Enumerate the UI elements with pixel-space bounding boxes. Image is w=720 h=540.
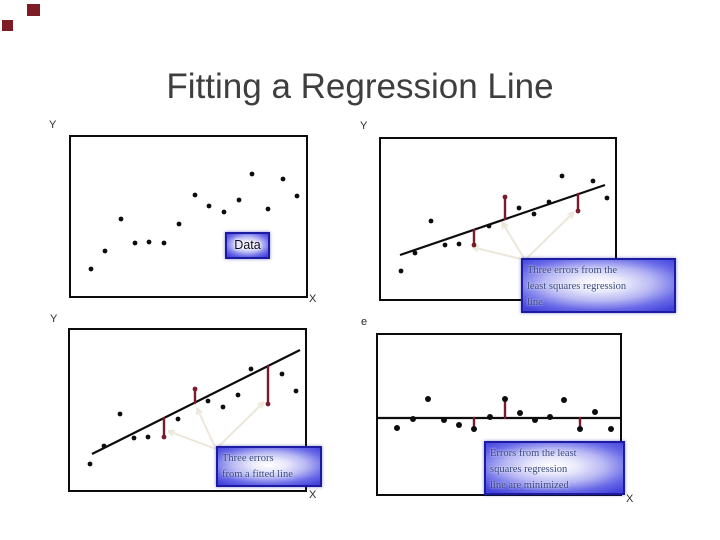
data-scatter-canvas bbox=[88, 171, 300, 272]
decor-square-left bbox=[2, 20, 13, 31]
page-title: Fitting a Regression Line bbox=[166, 67, 554, 107]
regression-errors-label-text: Three errors from the least squares regre… bbox=[527, 265, 627, 308]
residuals-minimized-label-text: Errors from the least squares regression l… bbox=[490, 448, 577, 491]
data-panel-x-axis-label: X bbox=[309, 293, 317, 305]
regression-panel-y-axis-label: Y bbox=[360, 120, 368, 132]
data-label-text: Data bbox=[234, 238, 261, 252]
fitted-errors-label-text: Three errors from a fitted line bbox=[222, 453, 293, 480]
regression-canvas bbox=[398, 173, 610, 274]
fitted-panel-y-axis-label: Y bbox=[50, 313, 58, 325]
residuals-panel-x-axis-label: X bbox=[626, 493, 634, 505]
data-panel-y-axis-label: Y bbox=[49, 119, 57, 131]
residuals-minimized-label-box: Errors from the least squares regression l… bbox=[484, 441, 625, 495]
regression-errors-label-box: Three errors from the least squares regre… bbox=[521, 258, 676, 313]
data-label-box: Data bbox=[225, 232, 270, 259]
fitted-errors-label-box: Three errors from a fitted line bbox=[216, 446, 322, 487]
decor-square-top bbox=[27, 4, 40, 16]
residuals-panel-e-axis-label: e bbox=[361, 316, 368, 328]
data-scatter-panel bbox=[69, 135, 308, 298]
least-squares-regression-panel bbox=[379, 137, 617, 301]
residuals-canvas bbox=[378, 396, 620, 432]
fitted-line-canvas bbox=[87, 349, 301, 467]
fitted-panel-x-axis-label: X bbox=[309, 489, 317, 501]
